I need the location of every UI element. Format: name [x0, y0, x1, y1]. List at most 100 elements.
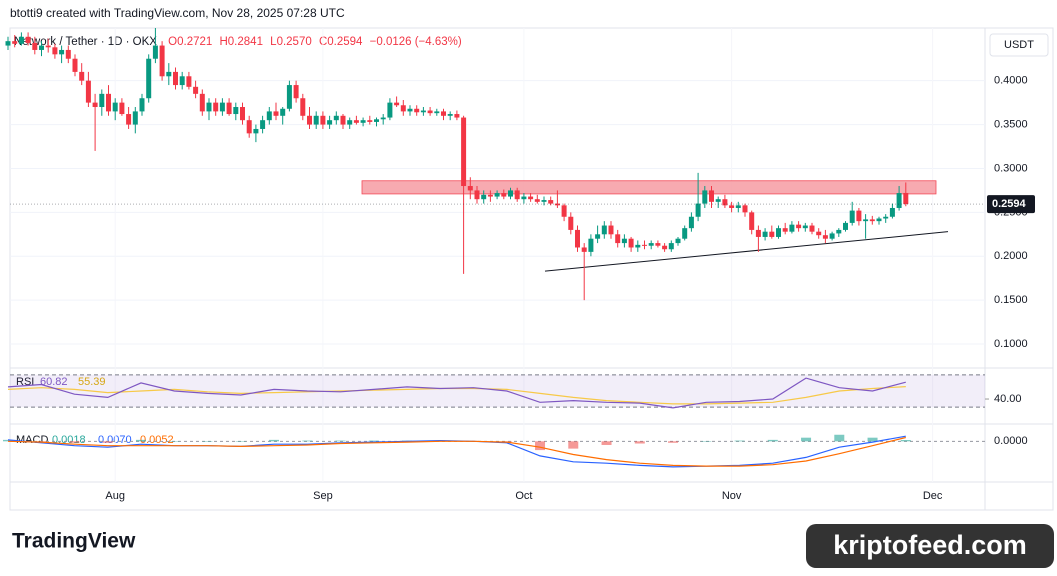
candle-body	[99, 93, 105, 108]
candle-body	[769, 231, 775, 237]
candle-body	[280, 108, 286, 116]
legend-close: C0.2594	[319, 36, 363, 48]
candle-body	[722, 199, 728, 206]
candle-body	[467, 186, 473, 191]
macd-histogram-bar	[767, 439, 778, 442]
candle-body	[548, 200, 554, 204]
candle-body	[441, 111, 446, 116]
candle-body	[789, 224, 795, 232]
candle-body	[776, 228, 781, 237]
candle-body	[561, 205, 567, 217]
macd-histogram-bar	[701, 441, 712, 442]
candle-body	[615, 234, 621, 244]
legend-open: O0.2721	[168, 36, 212, 48]
candle-body	[333, 115, 339, 121]
candle-body	[186, 76, 192, 87]
candle-body	[119, 102, 125, 115]
last-price-box	[987, 195, 1035, 214]
x-tick-label: Oct	[515, 490, 532, 502]
macd-histogram-bar	[601, 441, 612, 445]
candle-body	[648, 243, 654, 246]
candle-body	[286, 85, 292, 109]
candle-body	[474, 190, 480, 200]
macd-histogram-bar	[801, 437, 812, 442]
candle-body	[52, 47, 58, 55]
macd-histogram-bar	[867, 437, 878, 442]
candle-body	[688, 216, 694, 229]
candle-body	[822, 235, 828, 239]
y-tick-label: 0.1500	[994, 294, 1028, 306]
macd-histogram-bar	[734, 440, 745, 442]
candle-body	[380, 117, 386, 120]
candle-body	[715, 199, 721, 202]
candle-body	[501, 193, 507, 197]
candle-body	[601, 225, 607, 235]
candle-body	[266, 111, 272, 121]
candle-body	[414, 108, 420, 113]
candle-body	[883, 216, 889, 219]
candle-body	[675, 238, 681, 244]
macd-histogram-bar	[169, 441, 180, 442]
candle-body	[219, 102, 225, 112]
candle-body	[588, 238, 594, 252]
candle-body	[487, 194, 493, 197]
candle-body	[481, 194, 487, 200]
macd-histogram-bar	[568, 441, 579, 449]
y-tick-label: 0.2000	[994, 250, 1028, 262]
currency[interactable]: USDT	[1004, 39, 1034, 51]
candle-body	[360, 120, 366, 123]
candle-body	[166, 71, 172, 77]
candle-body	[642, 244, 647, 246]
candle-body	[126, 114, 132, 125]
candle-body	[407, 108, 413, 112]
candle-body	[461, 117, 467, 187]
candle-body	[434, 111, 440, 114]
candle-body	[246, 120, 252, 134]
candle-body	[662, 245, 668, 250]
macd-histogram-bar	[235, 441, 246, 442]
rsi-ma-value: 55.39	[78, 376, 106, 388]
candle-body	[420, 110, 426, 113]
candle-body	[896, 193, 902, 208]
candle-body	[25, 36, 31, 43]
candle-body	[213, 102, 219, 112]
candle-body	[863, 219, 869, 222]
candle-body	[534, 199, 540, 202]
candle-body	[179, 76, 185, 86]
candle-body	[112, 102, 118, 112]
candle-body	[742, 205, 748, 213]
candle-body	[39, 45, 44, 50]
macd-histogram-bar	[102, 441, 113, 443]
currency-box[interactable]	[989, 33, 1049, 57]
y-tick-label: 0.1000	[994, 338, 1028, 350]
candle-body	[575, 229, 580, 248]
candle-body	[59, 49, 65, 55]
rsi-value: 60.82	[40, 376, 68, 388]
candle-body	[595, 234, 601, 239]
candle-body	[755, 229, 761, 237]
candle-body	[836, 229, 842, 234]
candle-body	[327, 120, 333, 125]
candle-body	[146, 58, 152, 99]
candle-body	[849, 210, 855, 223]
candle-body	[72, 58, 78, 72]
candle-body	[12, 41, 18, 44]
candle-body	[494, 193, 500, 197]
candle-body	[152, 45, 158, 59]
candle-body	[313, 115, 319, 125]
macd-histogram-bar	[69, 441, 80, 443]
candle-body	[735, 205, 741, 208]
brand: TradingView	[12, 530, 136, 553]
candle-body	[387, 102, 393, 118]
candle-body	[226, 102, 232, 115]
macd-histogram-bar	[3, 439, 13, 442]
macd-histogram-bar	[202, 441, 213, 442]
macd-histogram-bar	[269, 439, 280, 442]
rsi-line	[7, 377, 906, 409]
candle-body	[353, 120, 359, 123]
candle-body	[340, 115, 346, 125]
candle-body	[581, 247, 587, 252]
candle-body	[374, 119, 379, 122]
candle-body	[320, 115, 326, 125]
